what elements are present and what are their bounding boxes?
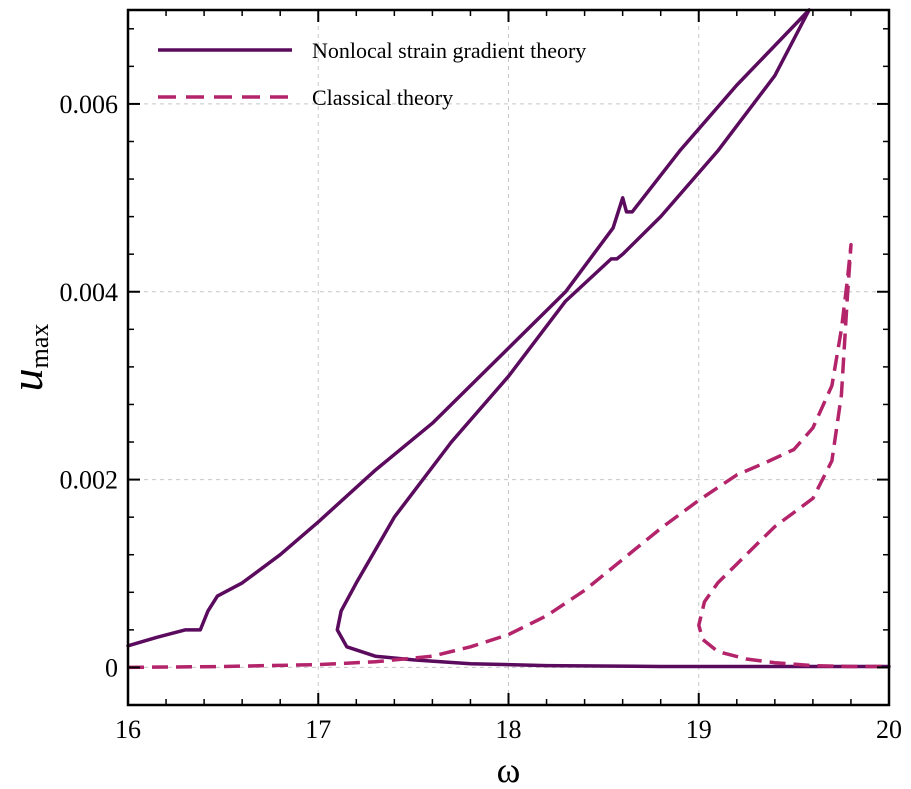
series-line-classical <box>127 243 889 670</box>
legend-label-classical: Classical theory <box>312 85 453 110</box>
x-tick-label: 18 <box>496 715 522 744</box>
y-tick-label: 0.006 <box>60 90 119 119</box>
y-axis-title-subscript: max <box>25 324 54 369</box>
legend-label-nonlocal: Nonlocal strain gradient theory <box>312 38 586 63</box>
y-tick-label: 0.004 <box>60 278 119 307</box>
y-tick-label: 0 <box>105 653 118 682</box>
legend: Nonlocal strain gradient theory Classica… <box>158 38 586 110</box>
x-tick-label: 16 <box>115 715 141 744</box>
x-tick-label: 20 <box>876 715 902 744</box>
x-tick-label: 17 <box>305 715 331 744</box>
y-tick-label: 0.002 <box>60 466 119 495</box>
x-axis-title: ω <box>497 750 521 789</box>
grid <box>128 10 889 705</box>
series-group <box>126 8 891 670</box>
y-axis-title: umax <box>1 324 54 392</box>
series-line-nonlocal <box>126 8 891 669</box>
ticks: 16 17 18 19 20 0 0.002 0.004 0.006 <box>60 10 902 744</box>
svg-text:umax: umax <box>1 324 54 392</box>
x-tick-label: 19 <box>686 715 712 744</box>
y-axis-title-main: u <box>1 368 52 391</box>
